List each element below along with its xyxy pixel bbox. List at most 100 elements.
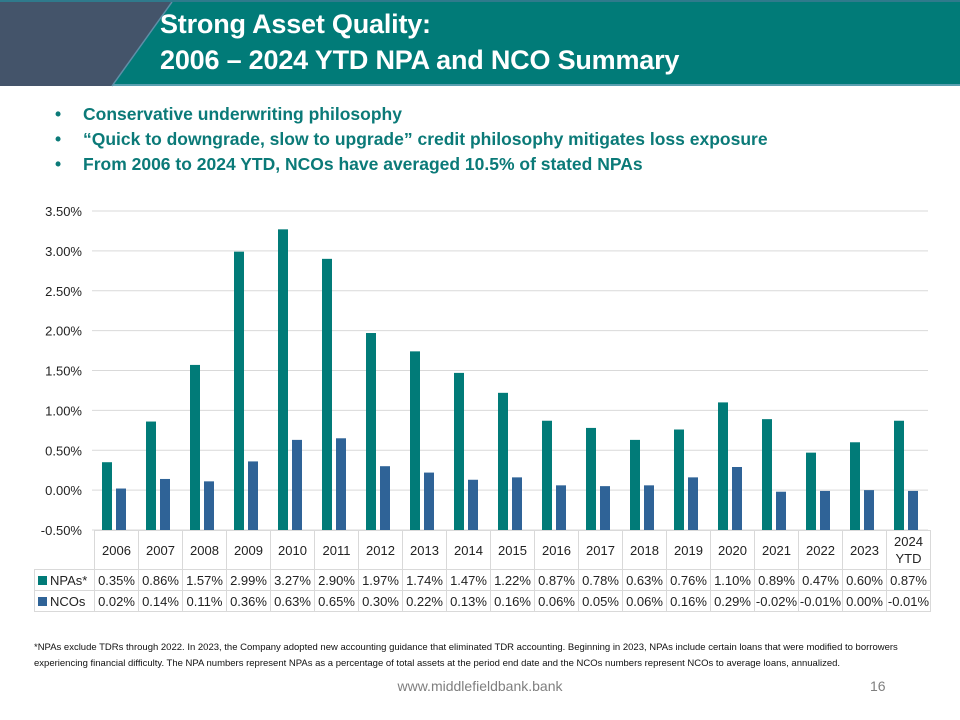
table-value-cell: 0.29%	[710, 590, 755, 612]
npa-nco-bar-chart: -0.50%0.00%0.50%1.00%1.50%2.00%2.50%3.00…	[41, 204, 928, 535]
year-label-line: 2018	[630, 542, 659, 558]
table-value-cell: 0.78%	[578, 569, 623, 591]
nco-bar-2009	[248, 461, 258, 530]
table-value-cell: 1.47%	[446, 569, 491, 591]
legend-swatch-icon	[38, 575, 47, 585]
table-year-cell: 2011	[314, 530, 359, 570]
legend-entry: NPAs*	[34, 569, 95, 591]
table-value-cell: 0.11%	[182, 590, 227, 612]
table-value-cell: 0.60%	[842, 569, 887, 591]
nco-bar-2011	[336, 438, 346, 530]
table-year-cell: 2013	[402, 530, 447, 570]
table-value-cell: 2.90%	[314, 569, 359, 591]
npa-bar-2009	[234, 251, 244, 531]
table-year-cell: 2008	[182, 530, 227, 570]
npa-bar-2021	[762, 419, 772, 530]
table-value-cell: 0.47%	[798, 569, 843, 591]
table-row-years: 2006 2007 2008 2009 2010 2011 2012 2013 2014 2015…	[34, 530, 931, 570]
table-value-cell: 3.27%	[270, 569, 315, 591]
year-label-line: YTD	[895, 551, 922, 566]
nco-bar-2018	[644, 485, 654, 530]
legend-label: NCOs	[50, 593, 86, 609]
legend-swatch-icon	[38, 596, 47, 606]
table-value-cell: 1.22%	[490, 569, 535, 591]
year-label-line: 2022	[806, 542, 835, 558]
table-value-cell: 0.05%	[578, 590, 623, 612]
table-value-cell: 0.13%	[446, 590, 491, 612]
y-tick-label: 3.50%	[45, 204, 82, 219]
bullet-item: From 2006 to 2024 YTD, NCOs have average…	[55, 152, 768, 177]
table-value-cell: 0.87%	[886, 569, 931, 591]
table-year-cell: 2010	[270, 530, 315, 570]
table-value-cell: 0.63%	[270, 590, 315, 612]
year-label-line: 2024	[894, 534, 923, 549]
year-label-line: 2010	[278, 542, 307, 558]
table-year-cell: 2016	[534, 530, 579, 570]
table-value-cell: 0.76%	[666, 569, 711, 591]
table-value-cell: 0.00%	[842, 590, 887, 612]
year-label-line: 2014	[454, 542, 483, 558]
npa-bar-2017	[586, 427, 596, 530]
table-value-cell: 0.36%	[226, 590, 271, 612]
year-label-line: 2011	[322, 542, 351, 558]
npa-bar-2018	[630, 439, 640, 530]
table-value-cell: -0.02%	[754, 590, 799, 612]
npa-bar-2015	[498, 392, 508, 530]
npa-bar-2019	[674, 429, 684, 530]
nco-bar-2015	[512, 477, 522, 530]
table-year-cell: 2014	[446, 530, 491, 570]
table-value-cell: 1.10%	[710, 569, 755, 591]
year-label-line: 2023	[850, 542, 879, 558]
table-value-cell: 0.06%	[534, 590, 579, 612]
nco-bar-2016	[556, 485, 566, 530]
year-label-line: 2012	[366, 542, 395, 558]
table-corner-cell	[34, 530, 95, 570]
table-year-cell: 2006	[94, 530, 139, 570]
y-tick-label: 1.50%	[45, 364, 82, 379]
table-year-cell: 2007	[138, 530, 183, 570]
year-label-line: 2006	[102, 542, 131, 558]
nco-bar-2017	[600, 486, 610, 530]
table-value-cell: -0.01%	[886, 590, 931, 612]
table-value-cell: 0.06%	[622, 590, 667, 612]
table-value-cell: 0.22%	[402, 590, 447, 612]
table-year-cell: 2024 YTD	[886, 530, 931, 570]
nco-bar-2008	[204, 481, 214, 530]
nco-bar-2021	[776, 491, 786, 530]
table-value-cell: 0.89%	[754, 569, 799, 591]
table-year-cell: 2020	[710, 530, 755, 570]
table-value-cell: 0.16%	[666, 590, 711, 612]
table-value-cell: 1.97%	[358, 569, 403, 591]
nco-bar-2007	[160, 478, 170, 530]
legend-label: NPAs*	[50, 572, 88, 588]
nco-bar-2010	[292, 439, 302, 530]
table-row-ncos: NCOs 0.02% 0.14% 0.11% 0.36% 0.63% 0.65% 0.30% 0…	[34, 590, 931, 612]
nco-bar-2024-ytd	[908, 490, 918, 530]
y-tick-label: 1.00%	[45, 403, 82, 418]
table-value-cell: 0.30%	[358, 590, 403, 612]
nco-bar-2013	[424, 472, 434, 530]
npa-bar-2011	[322, 258, 332, 530]
footer-website-link[interactable]: www.middlefieldbank.bank	[397, 678, 563, 694]
table-year-cell: 2022	[798, 530, 843, 570]
header-slant-decoration	[0, 2, 173, 87]
bullet-item: Conservative underwriting philosophy	[55, 102, 768, 127]
nco-bar-2020	[732, 466, 742, 530]
npa-bar-2006	[102, 462, 112, 530]
table-value-cell: -0.01%	[798, 590, 843, 612]
chart-gridlines: -0.50%0.00%0.50%1.00%1.50%2.00%2.50%3.00…	[41, 204, 928, 535]
table-year-cell: 2017	[578, 530, 623, 570]
npa-bar-2008	[190, 364, 200, 530]
y-tick-label: 2.50%	[45, 284, 82, 299]
table-year-cell: 2015	[490, 530, 535, 570]
y-tick-label: 0.00%	[45, 483, 82, 498]
npa-bar-2007	[146, 421, 156, 530]
npa-bar-2014	[454, 372, 464, 530]
table-year-cell: 2021	[754, 530, 799, 570]
chart-data-table: 2006 2007 2008 2009 2010 2011 2012 2013 2014 2015…	[34, 530, 931, 612]
title-line-1: Strong Asset Quality:	[160, 9, 431, 39]
npa-bar-2010	[278, 229, 288, 530]
year-label-line: 2019	[674, 542, 703, 558]
slide-header: Strong Asset Quality: 2006 – 2024 YTD NP…	[0, 0, 960, 87]
table-value-cell: 0.16%	[490, 590, 535, 612]
